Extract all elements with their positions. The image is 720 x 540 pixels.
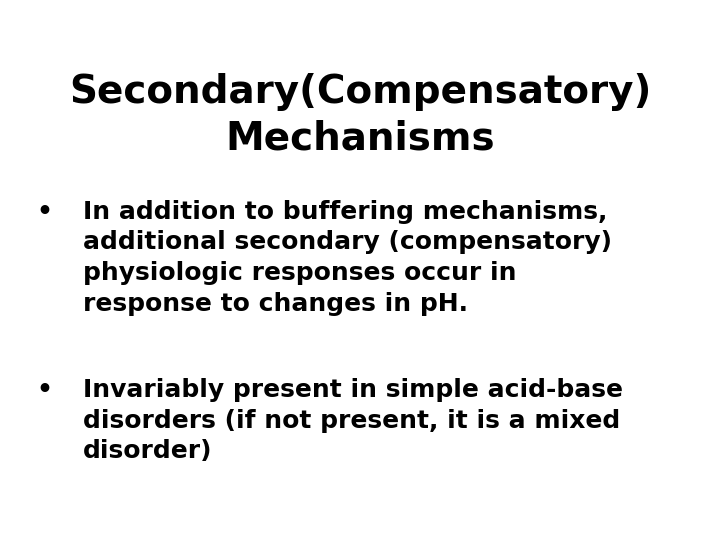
Text: •: • xyxy=(36,200,52,224)
Text: •: • xyxy=(36,378,52,402)
Text: Invariably present in simple acid-base
disorders (if not present, it is a mixed
: Invariably present in simple acid-base d… xyxy=(83,378,623,463)
Text: In addition to buffering mechanisms,
additional secondary (compensatory)
physiol: In addition to buffering mechanisms, add… xyxy=(83,200,612,316)
Text: Secondary(Compensatory)
Mechanisms: Secondary(Compensatory) Mechanisms xyxy=(69,73,651,158)
